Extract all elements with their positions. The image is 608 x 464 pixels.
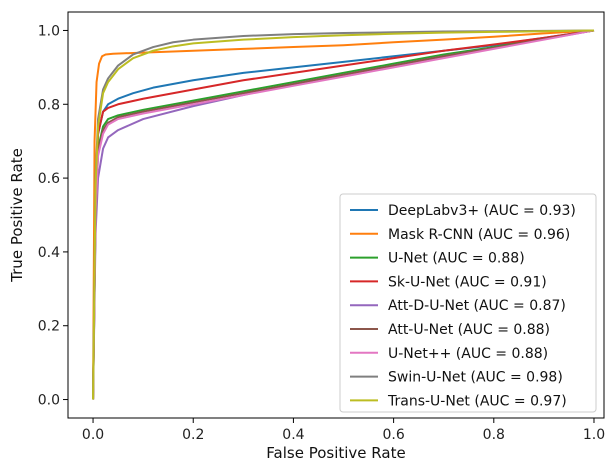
x-axis-label: False Positive Rate	[266, 444, 405, 462]
x-tick-label: 1.0	[583, 427, 605, 443]
legend-entry: Swin-U-Net (AUC = 0.98)	[388, 370, 563, 386]
legend-entry: Att-U-Net (AUC = 0.88)	[388, 322, 550, 338]
legend-entry: DeepLabv3+ (AUC = 0.93)	[388, 203, 576, 219]
series-line-8	[92, 29, 594, 400]
y-tick-label: 0.6	[38, 171, 60, 187]
y-tick-label: 0.0	[38, 393, 60, 409]
x-tick-label: 0.8	[483, 427, 505, 443]
x-tick-label: 0.0	[82, 427, 104, 443]
plot-frame	[67, 11, 605, 419]
legend: DeepLabv3+ (AUC = 0.93) Mask R-CNN (AUC =…	[339, 193, 597, 413]
legend-entry: Trans-U-Net (AUC = 0.97)	[387, 393, 567, 409]
y-tick-label: 1.0	[38, 23, 60, 39]
legend-entry: Sk-U-Net (AUC = 0.91)	[388, 274, 547, 290]
y-tick-label: 0.8	[38, 97, 60, 113]
legend-entry: Mask R-CNN (AUC = 0.96)	[388, 227, 570, 243]
series-line-1	[92, 29, 595, 400]
series-layer	[92, 29, 595, 400]
legend-entry: U-Net++ (AUC = 0.88)	[388, 346, 548, 362]
y-axis-ticks: 0.0 0.2 0.4 0.6 0.8 1.0	[38, 23, 68, 409]
x-tick-label: 0.2	[182, 427, 204, 443]
x-tick-label: 0.4	[282, 427, 304, 443]
y-tick-label: 0.2	[38, 319, 60, 335]
legend-entry: Att-D-U-Net (AUC = 0.87)	[388, 298, 566, 314]
legend-box	[339, 193, 597, 413]
series-line-6	[92, 29, 595, 400]
series-line-3	[92, 29, 595, 400]
y-tick-label: 0.4	[38, 245, 60, 261]
x-tick-label: 0.6	[382, 427, 404, 443]
y-axis-label: True Positive Rate	[8, 148, 26, 283]
legend-entry: U-Net (AUC = 0.88)	[388, 251, 525, 267]
x-axis-ticks: 0.0 0.2 0.4 0.6 0.8 1.0	[82, 418, 605, 443]
